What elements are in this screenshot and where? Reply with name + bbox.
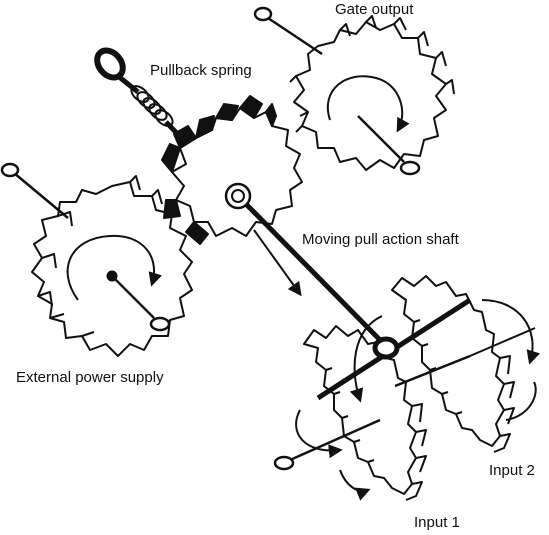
input-2-gear [391,275,515,453]
input-2-label: Input 2 [489,462,535,479]
external-power-supply-label: External power supply [16,369,164,386]
central-moving-gear [161,95,303,245]
pullback-spring-label: Pullback spring [150,62,252,79]
gate-output-axle [253,6,421,176]
moving-pull-action-shaft [244,202,400,360]
external-power-supply-axle [0,162,171,332]
input-1-label: Input 1 [414,514,460,531]
gate-output-gear [289,15,455,171]
gate-output-label: Gate output [335,1,414,18]
input-1-gear [303,325,427,501]
moving-pull-action-shaft-label: Moving pull action shaft [302,231,459,248]
